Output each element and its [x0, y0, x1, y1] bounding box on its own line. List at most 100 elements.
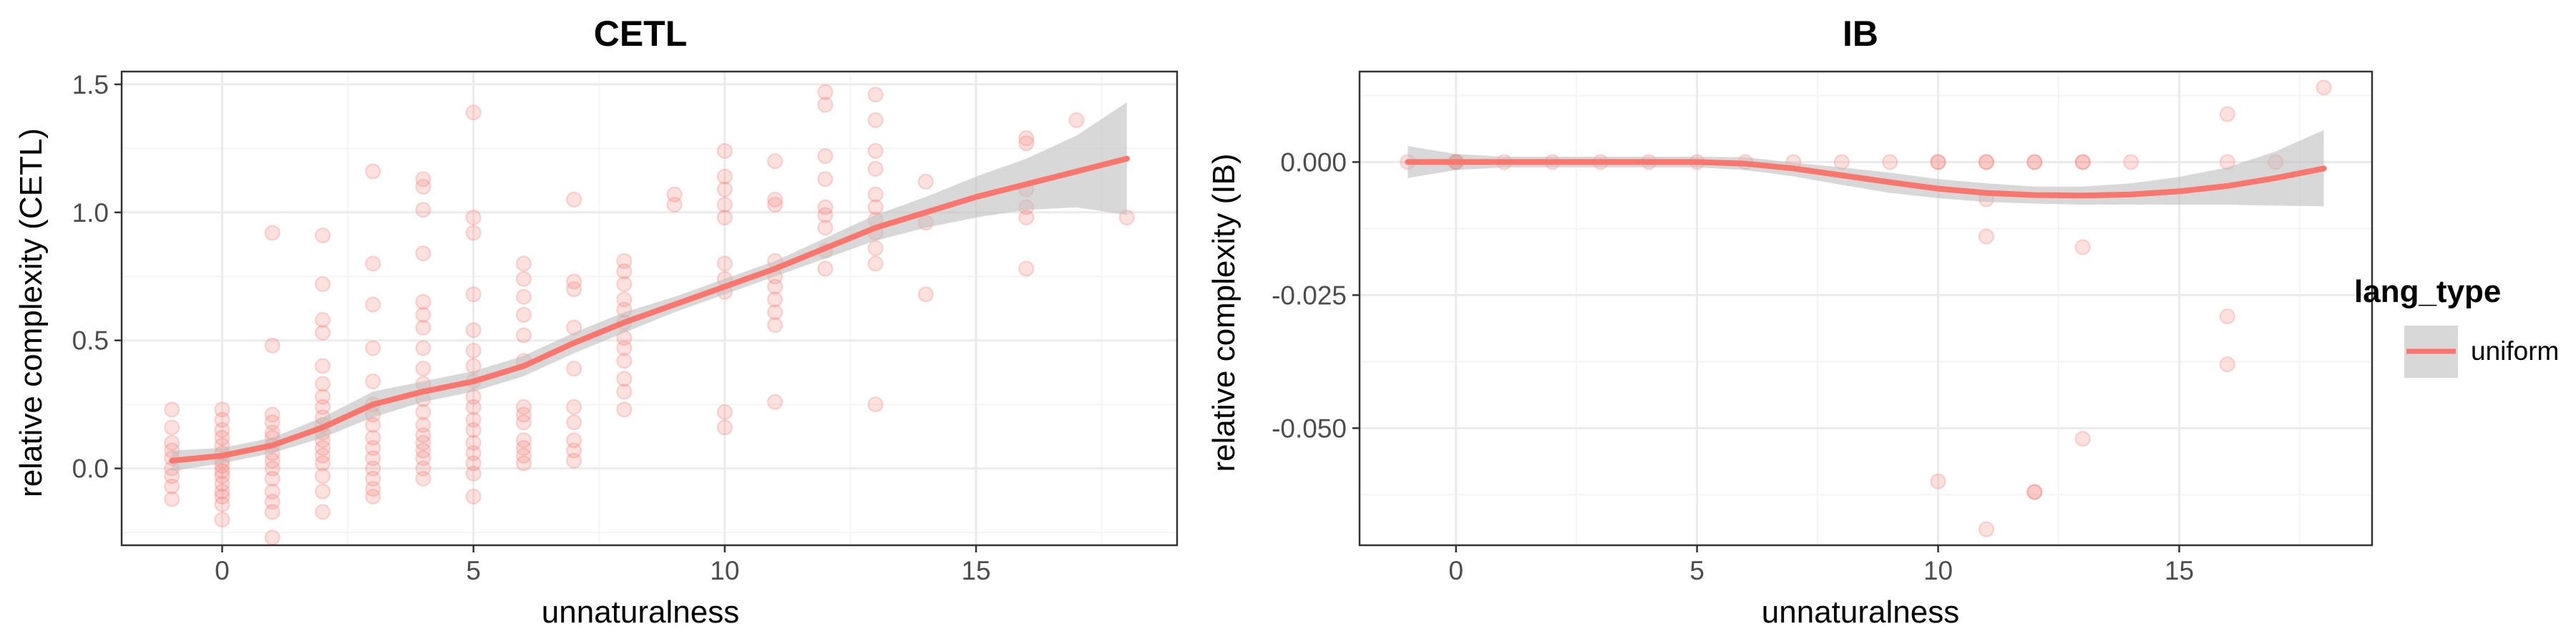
data-point: [365, 450, 381, 467]
data-point: [817, 84, 834, 100]
data-point: [515, 414, 532, 431]
y-axis-label: relative complexity (IB): [1206, 153, 1241, 472]
data-point: [1018, 135, 1035, 152]
data-point: [515, 399, 532, 415]
data-point: [1018, 209, 1035, 225]
data-point: [867, 240, 884, 256]
legend-item-label: uniform: [2471, 336, 2559, 366]
data-point: [415, 416, 431, 433]
data-point: [415, 434, 431, 451]
x-tick-label: 0: [215, 556, 230, 585]
scatter-points: [164, 84, 1135, 546]
y-tick-label: 0.5: [72, 326, 109, 356]
data-point: [515, 440, 532, 457]
x-tick-label: 10: [710, 556, 739, 585]
y-tick-label: 0.0: [72, 454, 109, 484]
data-point: [314, 324, 331, 341]
data-point: [365, 416, 381, 433]
data-point: [515, 255, 532, 272]
panel-border: [1358, 70, 2373, 547]
data-point: [164, 491, 180, 507]
x-axis-label: unnaturalness: [542, 595, 739, 630]
data-point: [867, 112, 884, 128]
data-point: [465, 434, 482, 451]
data-point: [616, 401, 633, 418]
y-tick-label: -0.050: [1272, 414, 1347, 443]
data-point: [767, 191, 784, 208]
data-point: [1978, 228, 1994, 245]
y-tick-label: -0.025: [1272, 280, 1347, 310]
data-point: [465, 445, 482, 462]
data-point: [465, 343, 482, 359]
data-point: [415, 340, 431, 356]
data-point: [465, 421, 482, 438]
data-point: [314, 399, 331, 415]
data-point: [566, 452, 582, 469]
data-point: [415, 427, 431, 444]
data-point: [767, 291, 784, 308]
data-point: [365, 429, 381, 446]
data-point: [616, 291, 633, 308]
data-point: [616, 371, 633, 387]
data-point: [817, 260, 834, 277]
data-point: [264, 530, 280, 546]
data-point: [1930, 154, 1946, 170]
data-point: [616, 276, 633, 293]
data-point: [2123, 154, 2140, 170]
data-point: [415, 361, 431, 377]
data-point: [264, 494, 280, 510]
x-tick-label: 5: [1689, 556, 1704, 585]
x-tick-label: 10: [1923, 556, 1953, 585]
data-point: [465, 465, 482, 482]
data-point: [465, 209, 482, 225]
data-point: [415, 171, 431, 187]
data-point: [817, 97, 834, 113]
plot-area: 0 5 10 15 0.0 0.5 1.0 1.5: [72, 70, 1179, 585]
data-point: [365, 460, 381, 477]
data-point: [515, 447, 532, 464]
data-point: [767, 304, 784, 321]
data-point: [566, 281, 582, 298]
data-point: [314, 447, 331, 464]
data-point: [1018, 260, 1035, 277]
data-point: [214, 421, 230, 438]
data-point: [2074, 431, 2091, 447]
data-point: [1978, 154, 1994, 170]
data-point: [314, 389, 331, 405]
data-point: [365, 296, 381, 313]
data-point: [716, 209, 733, 225]
data-point: [214, 411, 230, 428]
data-point: [415, 319, 431, 336]
data-point: [566, 442, 582, 459]
data-point: [365, 481, 381, 497]
data-point: [867, 255, 884, 272]
data-point: [314, 504, 331, 520]
data-point: [465, 489, 482, 505]
data-point: [566, 399, 582, 415]
data-point: [515, 306, 532, 323]
data-point: [415, 404, 431, 420]
data-point: [415, 179, 431, 195]
data-point: [314, 376, 331, 392]
data-point: [867, 396, 884, 413]
x-axis-label: unnaturalness: [1762, 595, 1959, 630]
data-point: [817, 199, 834, 215]
data-point: [867, 87, 884, 103]
data-point: [2219, 308, 2235, 325]
data-point: [314, 440, 331, 457]
data-point: [666, 197, 683, 213]
data-point: [616, 253, 633, 269]
data-point: [314, 455, 331, 472]
data-point: [2219, 106, 2235, 122]
data-point: [415, 442, 431, 459]
data-point: [566, 273, 582, 290]
data-point: [214, 496, 230, 512]
data-point: [415, 306, 431, 323]
data-point: [1018, 130, 1035, 147]
data-point: [365, 440, 381, 457]
data-point: [264, 452, 280, 469]
data-point: [214, 489, 230, 505]
data-point: [2074, 239, 2091, 255]
data-point: [716, 197, 733, 213]
